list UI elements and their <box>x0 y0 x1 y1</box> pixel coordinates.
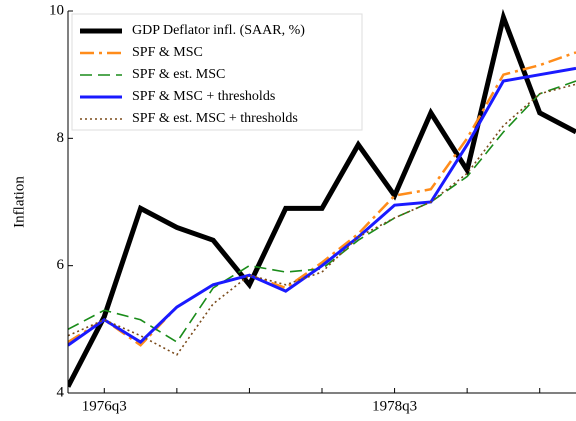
x-tick-label: 1978q3 <box>372 398 417 414</box>
plot-area <box>68 8 576 388</box>
series-line <box>68 51 576 347</box>
legend: GDP Deflator infl. (SAAR, %) SPF & MSC SPF… <box>71 13 363 131</box>
legend-label: SPF & MSC + thresholds <box>132 89 275 104</box>
y-tick-label: 10 <box>49 2 64 18</box>
series-line <box>68 80 576 344</box>
y-tick-label: 8 <box>57 130 65 146</box>
x-tick-label: 1976q3 <box>82 398 127 414</box>
legend-label: GDP Deflator infl. (SAAR, %) <box>132 23 305 38</box>
legend-label: SPF & est. MSC <box>132 67 225 82</box>
series-line <box>68 8 576 388</box>
legend-label: SPF & est. MSC + thresholds <box>132 111 298 126</box>
y-axis-label: Inflation <box>11 176 27 228</box>
series-line <box>68 66 576 347</box>
y-tick-label: 6 <box>57 257 65 273</box>
legend-label: SPF & MSC <box>132 45 203 60</box>
y-tick-label: 4 <box>57 384 65 400</box>
